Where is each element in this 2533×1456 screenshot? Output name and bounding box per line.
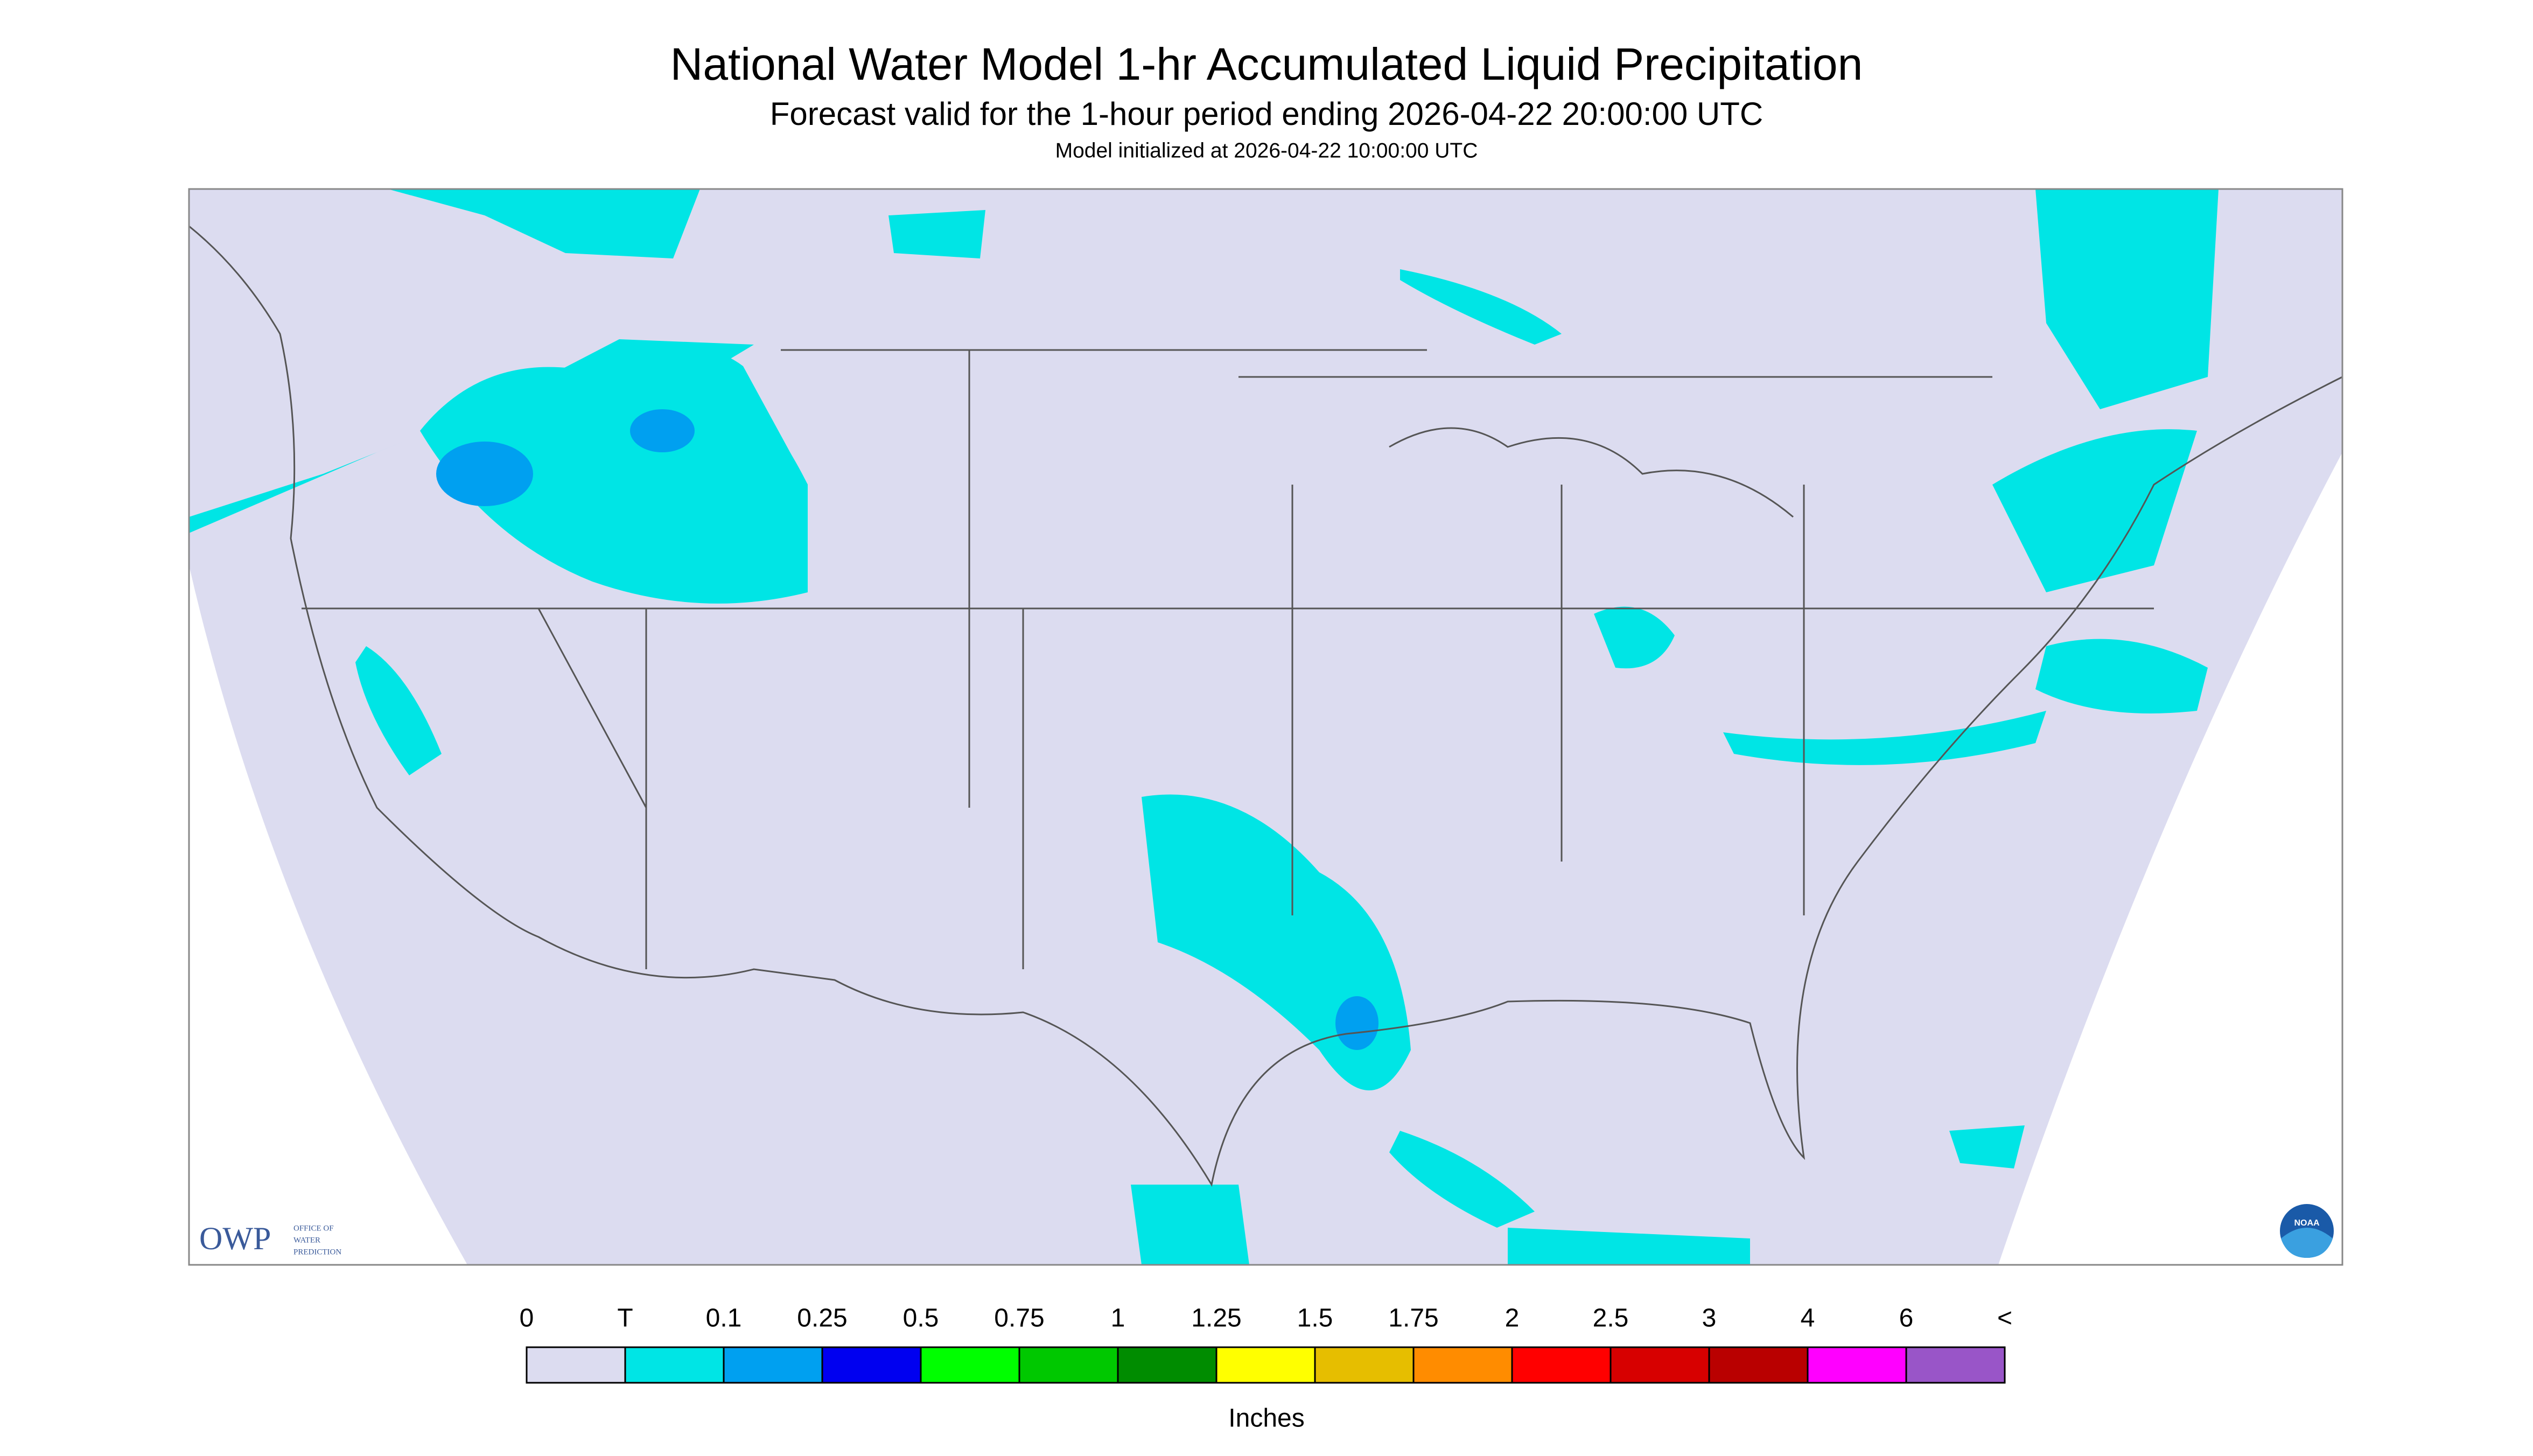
legend-label: 2.5	[1593, 1304, 1629, 1333]
precip-area	[1992, 429, 2197, 592]
precip-area	[2035, 189, 2219, 409]
legend-swatch	[1215, 1346, 1316, 1384]
legend-swatch	[920, 1346, 1020, 1384]
legend-label: T	[617, 1304, 633, 1333]
owp-name: OFFICE OF	[293, 1224, 334, 1233]
legend-label: 1	[1111, 1304, 1125, 1333]
legend-label: 0.25	[797, 1304, 847, 1333]
legend-swatch	[1708, 1346, 1809, 1384]
precip-area	[673, 352, 808, 538]
legend-swatch	[821, 1346, 922, 1384]
precip-area	[436, 442, 533, 506]
legend-label: <	[1997, 1304, 2012, 1333]
legend-swatch	[1905, 1346, 2006, 1384]
precip-area	[1335, 996, 1379, 1050]
legend-swatch	[1412, 1346, 1513, 1384]
legend-label: 0.75	[994, 1304, 1044, 1333]
legend-unit: Inches	[1228, 1404, 1304, 1433]
precip-area	[388, 189, 700, 258]
precip-area	[1400, 269, 1562, 345]
legend-label: 1.25	[1191, 1304, 1241, 1333]
subtitle: Forecast valid for the 1-hour period end…	[770, 96, 1763, 132]
legend-label: 2	[1505, 1304, 1520, 1333]
legend-swatch	[1807, 1346, 1907, 1384]
legend-swatch	[1018, 1346, 1119, 1384]
precip-area	[1949, 1125, 2025, 1168]
precip-area	[630, 409, 695, 452]
noaa-text: NOAA	[2294, 1219, 2320, 1228]
precip-area	[1594, 606, 1675, 669]
legend: 0 T 0.1 0.25 0.5 0.75 1 1.25 1.5 1.75 2 2.5 3 4 6 <	[520, 1304, 2012, 1384]
legend-swatch	[1610, 1346, 1710, 1384]
legend-label: 6	[1899, 1304, 1914, 1333]
legend-swatch	[624, 1346, 725, 1384]
precip-area	[888, 210, 985, 258]
noaa-logo-wave	[2281, 1228, 2333, 1258]
legend-label: 3	[1702, 1304, 1717, 1333]
owp-name: PREDICTION	[293, 1248, 341, 1256]
legend-label: 0	[520, 1304, 534, 1333]
legend-label: 1.5	[1297, 1304, 1333, 1333]
legend-swatch	[1511, 1346, 1612, 1384]
legend-swatch	[1314, 1346, 1415, 1384]
legend-label: 0.1	[706, 1304, 742, 1333]
legend-label: 0.5	[903, 1304, 939, 1333]
legend-swatch	[1117, 1346, 1217, 1384]
precip-area	[1131, 1185, 1249, 1265]
legend-swatch	[526, 1346, 626, 1384]
precip-area	[1508, 1228, 1750, 1265]
owp-name: WATER	[293, 1236, 320, 1244]
legend-label: 4	[1801, 1304, 1815, 1333]
map: OWP OFFICE OF WATER PREDICTION NOAA	[188, 188, 2343, 1266]
precip-area	[355, 646, 442, 775]
outside-projection	[189, 565, 467, 1265]
precip-area	[2035, 639, 2208, 713]
title: National Water Model 1-hr Accumulated Li…	[670, 39, 1863, 89]
legend-swatch	[723, 1346, 823, 1384]
init-time: Model initialized at 2026-04-22 10:00:00…	[1055, 139, 1478, 162]
precip	[189, 189, 2219, 1265]
legend-label: 1.75	[1388, 1304, 1438, 1333]
outside-projection	[1998, 452, 2342, 1265]
boundaries	[188, 225, 2343, 1187]
map-frame	[188, 188, 2343, 1266]
precip-area	[1389, 1131, 1535, 1228]
owp-logo: OWP	[199, 1221, 271, 1256]
